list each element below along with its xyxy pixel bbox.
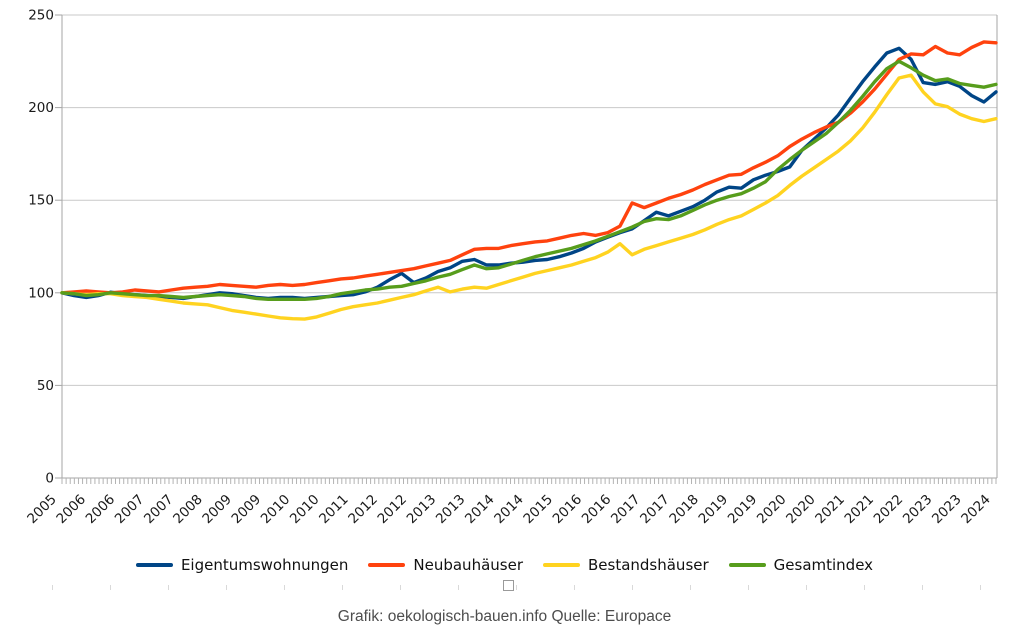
legend-item-bestandshäuser: Bestandshäuser <box>542 556 709 574</box>
svg-text:2006: 2006 <box>53 492 89 528</box>
svg-text:2013: 2013 <box>433 492 469 528</box>
gridlines <box>62 14 997 479</box>
legend-item-neubauhäuser: Neubauhäuser <box>368 556 523 574</box>
svg-text:2019: 2019 <box>696 492 732 528</box>
svg-text:2020: 2020 <box>783 492 819 528</box>
chart-legend: Eigentumswohnungen Neubauhäuser Bestandshä… <box>0 552 1009 578</box>
legend-color-swatch <box>135 563 173 567</box>
y-axis-labels: 0 50 100 150 200 250 <box>28 8 54 487</box>
svg-text:2009: 2009 <box>199 492 235 528</box>
chart-caption: Grafik: oekologisch-bauen.info Quelle: E… <box>337 608 672 625</box>
legend-label: Neubauhäuser <box>413 556 523 574</box>
frame-ruler-tick <box>922 585 923 590</box>
frame-ruler-tick <box>806 585 807 590</box>
series-line-eigentumswohnungen <box>60 46 998 301</box>
frame-ruler-tick <box>690 585 691 590</box>
svg-text:2021: 2021 <box>841 492 877 528</box>
svg-text:0: 0 <box>45 471 54 487</box>
svg-text:2008: 2008 <box>170 492 206 528</box>
svg-text:2021: 2021 <box>812 492 848 528</box>
axes <box>55 14 998 484</box>
series-line-bestandshäuser <box>60 73 998 321</box>
svg-text:250: 250 <box>28 8 54 24</box>
series-line-gesamtindex <box>60 59 998 301</box>
legend-color-swatch <box>728 563 766 567</box>
svg-text:50: 50 <box>37 378 54 394</box>
legend-item-eigentumswohnungen: Eigentumswohnungen <box>135 556 349 574</box>
price-index-line-chart: 0501001502002502005200620062007200720082… <box>24 8 998 528</box>
legend-label: Eigentumswohnungen <box>180 556 349 574</box>
svg-text:150: 150 <box>28 193 54 209</box>
svg-text:2020: 2020 <box>754 492 790 528</box>
frame-ruler-tick <box>980 585 981 590</box>
svg-text:2011: 2011 <box>316 492 352 528</box>
svg-text:2005: 2005 <box>24 492 60 528</box>
x-axis-minor-ticks <box>61 478 997 484</box>
data-series <box>60 40 998 321</box>
frame-ruler-tick <box>864 585 865 590</box>
svg-text:2023: 2023 <box>900 492 936 528</box>
svg-text:2014: 2014 <box>462 492 498 528</box>
frame-ruler-tick <box>226 585 227 590</box>
frame-ruler-tick <box>748 585 749 590</box>
svg-text:2010: 2010 <box>287 492 323 528</box>
frame-ruler-tick <box>52 585 53 590</box>
svg-text:2017: 2017 <box>608 492 644 528</box>
svg-text:2016: 2016 <box>579 492 615 528</box>
legend-color-swatch <box>542 563 580 567</box>
svg-text:2009: 2009 <box>229 492 265 528</box>
svg-text:2012: 2012 <box>345 492 381 528</box>
frame-ruler-tick <box>632 585 633 590</box>
svg-text:2015: 2015 <box>520 492 556 528</box>
svg-text:2014: 2014 <box>491 492 527 528</box>
svg-text:2017: 2017 <box>637 492 673 528</box>
svg-text:100: 100 <box>28 285 54 301</box>
svg-text:2013: 2013 <box>404 492 440 528</box>
svg-text:2007: 2007 <box>141 492 177 528</box>
svg-text:2006: 2006 <box>83 492 119 528</box>
svg-text:2024: 2024 <box>958 492 994 528</box>
svg-text:2019: 2019 <box>725 492 761 528</box>
svg-text:2010: 2010 <box>258 492 294 528</box>
svg-text:2007: 2007 <box>112 492 148 528</box>
svg-text:2018: 2018 <box>666 492 702 528</box>
frame-ruler-tick <box>574 585 575 590</box>
frame-ruler-tick <box>516 585 517 590</box>
x-axis-labels: 2005200620062007200720082009200920102010… <box>24 492 994 528</box>
frame-ruler-tick <box>400 585 401 590</box>
svg-text:2022: 2022 <box>871 492 907 528</box>
series-line-neubauhäuser <box>60 40 998 295</box>
svg-text:2023: 2023 <box>929 492 965 528</box>
frame-ruler-tick <box>110 585 111 590</box>
legend-label: Bestandshäuser <box>587 556 709 574</box>
frame-handle-square <box>503 580 514 591</box>
chart-frame-artifacts <box>0 580 1009 594</box>
svg-text:200: 200 <box>28 100 54 116</box>
frame-ruler-tick <box>284 585 285 590</box>
svg-text:2016: 2016 <box>550 492 586 528</box>
svg-text:2012: 2012 <box>374 492 410 528</box>
legend-label: Gesamtindex <box>773 556 874 574</box>
frame-ruler-tick <box>168 585 169 590</box>
chart-area: 0 50 100 150 200 250 2005 2006 2006 2007 2007 2008 2… <box>24 8 998 528</box>
legend-item-gesamtindex: Gesamtindex <box>728 556 874 574</box>
legend-color-swatch <box>368 563 406 567</box>
frame-ruler-tick <box>458 585 459 590</box>
frame-ruler-tick <box>342 585 343 590</box>
